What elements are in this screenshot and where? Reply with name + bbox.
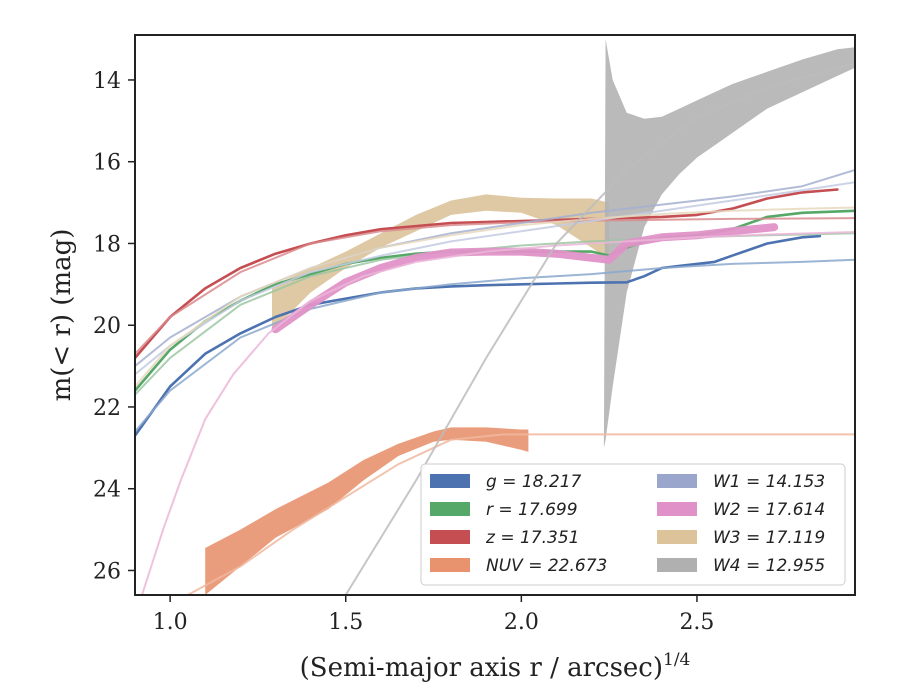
g-model-line (135, 258, 855, 433)
x-tick-label: 2.0 (504, 610, 539, 635)
plot-frame (134, 34, 856, 596)
y-axis-title: m(< r) (mag) (47, 229, 77, 402)
z-model-line (135, 217, 855, 355)
w4-band (603, 39, 855, 448)
y-axis: 14 16 18 20 22 24 26 (93, 69, 135, 584)
x-axis: 1.0 1.5 2.0 2.5 (153, 595, 714, 635)
y-tick-label: 18 (93, 232, 121, 257)
legend-swatch (430, 530, 470, 544)
y-tick-label: 16 (93, 151, 121, 176)
legend-label: W3 = 17.119 (713, 528, 825, 548)
y-tick-label: 22 (93, 396, 121, 421)
legend-label: NUV = 22.673 (486, 556, 607, 576)
w1-line (135, 168, 855, 368)
w1-model-line (135, 181, 855, 376)
legend-label: g = 18.217 (486, 472, 582, 492)
g-line (135, 234, 822, 437)
legend-label: W1 = 14.153 (713, 472, 825, 492)
lines-layer (135, 62, 855, 595)
legend-items: g = 18.217 r = 17.699 z = 17.351 NUV = 22.6… (430, 472, 825, 576)
x-tick-label: 1.0 (153, 610, 188, 635)
legend-swatch (657, 502, 697, 516)
legend-swatch (430, 474, 470, 488)
legend-swatch (657, 474, 697, 488)
w2-line (271, 223, 779, 334)
y-tick-label: 24 (93, 478, 121, 503)
w2-model-line (141, 231, 855, 595)
w3-band (272, 194, 610, 332)
w3-model-line (135, 206, 855, 388)
y-tick-label: 26 (93, 559, 121, 584)
legend-label: W2 = 17.614 (713, 500, 825, 520)
legend-label: r = 17.699 (486, 500, 578, 520)
legend-swatch (430, 558, 470, 572)
y-tick-label: 20 (93, 314, 121, 339)
legend-swatch (657, 530, 697, 544)
legend-box (420, 463, 846, 586)
nuv-model-line (186, 433, 855, 595)
y-tick-label: 14 (93, 69, 121, 94)
w4-model-line (344, 62, 855, 595)
z-line (135, 188, 839, 360)
bands-layer (205, 39, 855, 595)
legend: g = 18.217 r = 17.699 z = 17.351 NUV = 22.6… (420, 463, 846, 586)
x-tick-label: 2.5 (679, 610, 714, 635)
legend-swatch (430, 502, 470, 516)
legend-label: z = 17.351 (485, 528, 579, 548)
x-axis-title: (Semi-major axis r / arcsec)1/4 (300, 650, 691, 683)
x-tick-label: 1.5 (328, 610, 363, 635)
nuv-band (205, 427, 529, 595)
legend-swatch (657, 558, 697, 572)
legend-label: W4 = 12.955 (713, 556, 825, 576)
